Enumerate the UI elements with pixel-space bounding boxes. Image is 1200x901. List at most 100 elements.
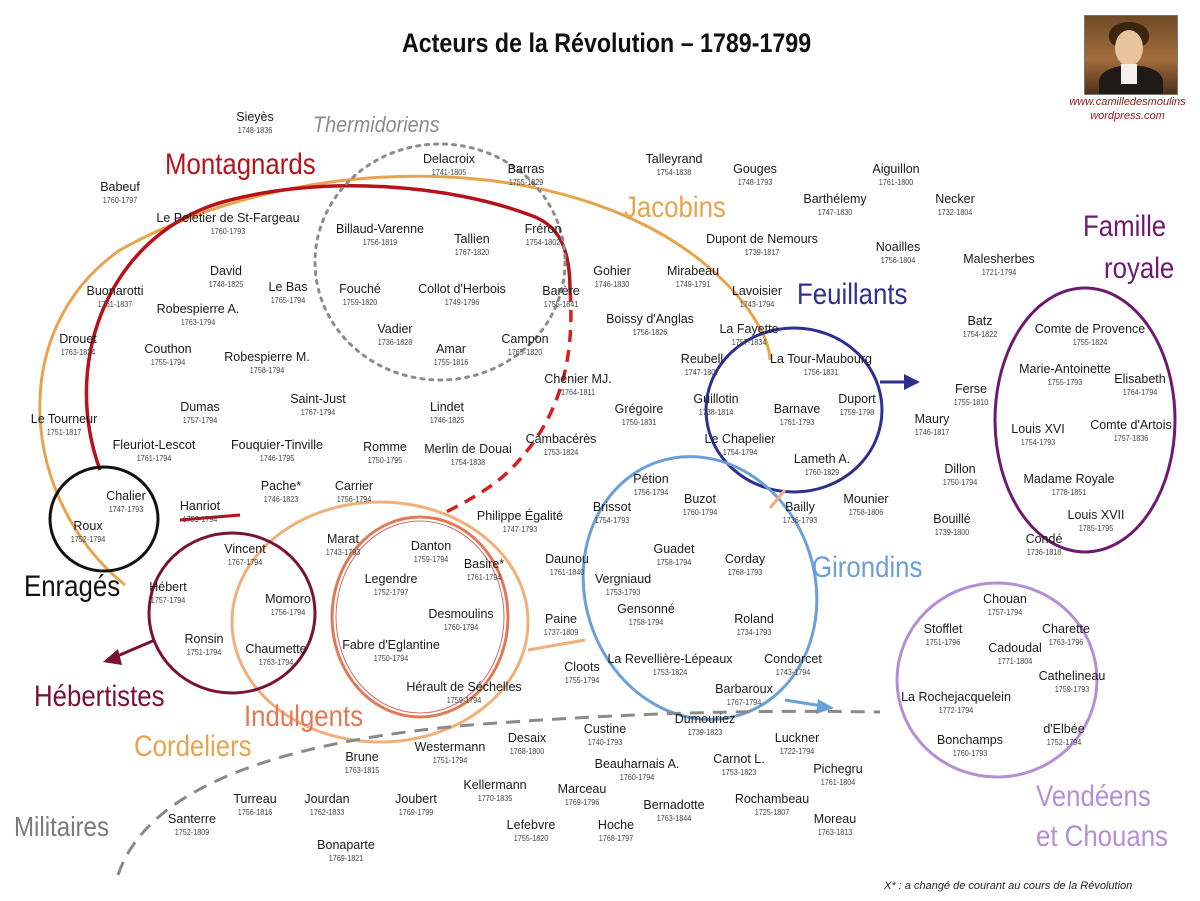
label-vendeens-2: et Chouans (1036, 820, 1168, 853)
person-name: Barère (542, 284, 580, 298)
person-louis-xvi: Louis XVI 1754-1793 (1011, 422, 1065, 447)
person-jourdan: Jourdan 1762-1833 (304, 792, 349, 817)
person-fouquier-tinville: Fouquier-Tinville 1746-1795 (231, 438, 323, 463)
person-name: Batz (967, 314, 993, 328)
person-name: Couthon (144, 342, 192, 356)
person-dates: 1759-1794 (182, 514, 218, 524)
person-dates: 1761-1794 (466, 572, 502, 582)
person-name: Saint-Just (290, 392, 346, 406)
person-dates: 1752-1809 (174, 827, 210, 837)
person-gouges: Gouges 1748-1793 (733, 162, 777, 187)
person-bouille: Bouillé 1739-1800 (932, 512, 973, 537)
person-billaud-varenne: Billaud-Varenne 1756-1819 (336, 222, 424, 247)
person-dates: 1757-1836 (1113, 433, 1149, 443)
person-boissy-d-anglas: Boissy d'Anglas 1756-1826 (606, 312, 694, 337)
person-dupont-de-nemours: Dupont de Nemours 1739-1817 (706, 232, 818, 257)
person-dates: 1755-1793 (1047, 377, 1083, 387)
person-name: Westermann (414, 740, 486, 754)
website-credit: www.camilledesmoulins wordpress.com (1060, 95, 1195, 123)
person-dates: 1753-1793 (605, 587, 641, 597)
person-name: La Rochejacquelein (901, 690, 1011, 704)
person-dates: 1743-1793 (325, 547, 361, 557)
person-dates: 1740-1793 (587, 737, 623, 747)
person-dates: 1749-1791 (675, 279, 711, 289)
person-dates: 1752-1794 (1046, 737, 1082, 747)
label-enrages: Enragés (24, 570, 121, 603)
person-dumouriez: Dumouriez 1739-1823 (675, 712, 735, 737)
person-maury: Maury 1746-1817 (912, 412, 953, 437)
person-dates: 1761-1793 (779, 417, 815, 427)
person-name: Moreau (813, 812, 857, 826)
person-name: Fabre d'Eglantine (342, 638, 440, 652)
person-dates: 1763-1794 (180, 317, 216, 327)
person-name: Desaix (507, 731, 547, 745)
person-dates: 1751-1817 (46, 427, 82, 437)
person-dates: 1759-1798 (839, 407, 875, 417)
person-name: Dumas (180, 400, 220, 414)
person-name: Rochambeau (734, 792, 810, 806)
person-la-revelliere-lepeaux: La Revellière-Lépeaux 1753-1824 (607, 652, 732, 677)
person-name: Philippe Égalité (476, 509, 564, 523)
person-name: Fouché (339, 282, 381, 296)
person-name: Talleyrand (645, 152, 703, 166)
person-dates: 1753-1824 (543, 447, 579, 457)
person-cloots: Cloots 1755-1794 (562, 660, 603, 685)
person-guadet: Guadet 1758-1794 (653, 542, 694, 567)
person-dates: 1769-1796 (564, 797, 600, 807)
person-name: Reubell (680, 352, 724, 366)
person-name: Roux (73, 519, 103, 533)
person-dates: 1750-1831 (621, 417, 657, 427)
person-madame-royale: Madame Royale 1778-1851 (1023, 472, 1114, 497)
person-custine: Custine 1740-1793 (584, 722, 626, 747)
person-le-tourneur: Le Tourneur 1751-1817 (31, 412, 98, 437)
person-name: Hébert (149, 580, 187, 594)
person-name: Babeuf (100, 180, 140, 194)
montagnards-arc (84, 184, 572, 471)
person-name: Marie-Antoinette (1019, 362, 1111, 376)
person-bonaparte: Bonaparte 1769-1821 (317, 838, 375, 863)
person-dates: 1764-1811 (560, 387, 596, 397)
person-dates: 1757-1794 (182, 415, 218, 425)
person-louis-xvii: Louis XVII 1785-1795 (1068, 508, 1125, 533)
feuillants-ellipse (704, 326, 884, 494)
person-name: Delacroix (422, 152, 476, 166)
person-dates: 1725-1807 (754, 807, 790, 817)
person-name: La Revellière-Lépeaux (607, 652, 733, 666)
person-la-tour-maubourg: La Tour-Maubourg 1756-1831 (770, 352, 872, 377)
person-name: Boissy d'Anglas (606, 312, 694, 326)
person-name: Gouges (733, 162, 777, 176)
person-dates: 1756-1794 (633, 487, 669, 497)
person-name: Elisabeth (1114, 372, 1166, 386)
person-name: Collot d'Herbois (418, 282, 506, 296)
person-dates: 1771-1804 (997, 656, 1033, 666)
person-name: Daunou (545, 552, 589, 566)
person-dates: 1739-1823 (687, 727, 723, 737)
person-dates: 1746-1817 (914, 427, 950, 437)
person-la-fayette: La Fayette 1757-1834 (719, 322, 778, 347)
person-robespierre-m: Robespierre M. 1758-1794 (224, 350, 309, 375)
person-couthon: Couthon 1755-1794 (144, 342, 191, 367)
footnote: X* : a changé de courant au cours de la … (884, 880, 1133, 892)
person-dates: 1760-1793 (952, 748, 988, 758)
person-name: La Fayette (719, 322, 779, 336)
person-tallien: Tallien 1767-1820 (452, 232, 493, 257)
person-name: Chaumette (245, 642, 307, 656)
person-name: Ronsin (184, 632, 224, 646)
person-turreau: Turreau 1756-1816 (233, 792, 276, 817)
famille-royale-ellipse (993, 286, 1177, 554)
person-dates: 1738-1814 (698, 407, 734, 417)
person-name: Paine (545, 612, 577, 626)
person-name: Le Bas (268, 280, 308, 294)
person-gensonne: Gensonné 1758-1794 (617, 602, 675, 627)
person-elisabeth: Elisabeth 1764-1794 (1114, 372, 1165, 397)
person-dates: 1747-1793 (502, 524, 538, 534)
person-dates: 1763-1813 (817, 827, 853, 837)
person-dates: 1754-1838 (450, 457, 486, 467)
person-dates: 1746-1825 (429, 415, 465, 425)
person-dates: 1763-1824 (60, 347, 96, 357)
person-dates: 1743-1794 (775, 667, 811, 677)
label-militaires: Militaires (14, 811, 110, 842)
person-name: David (210, 264, 242, 278)
person-gregoire: Grégoire 1750-1831 (615, 402, 664, 427)
